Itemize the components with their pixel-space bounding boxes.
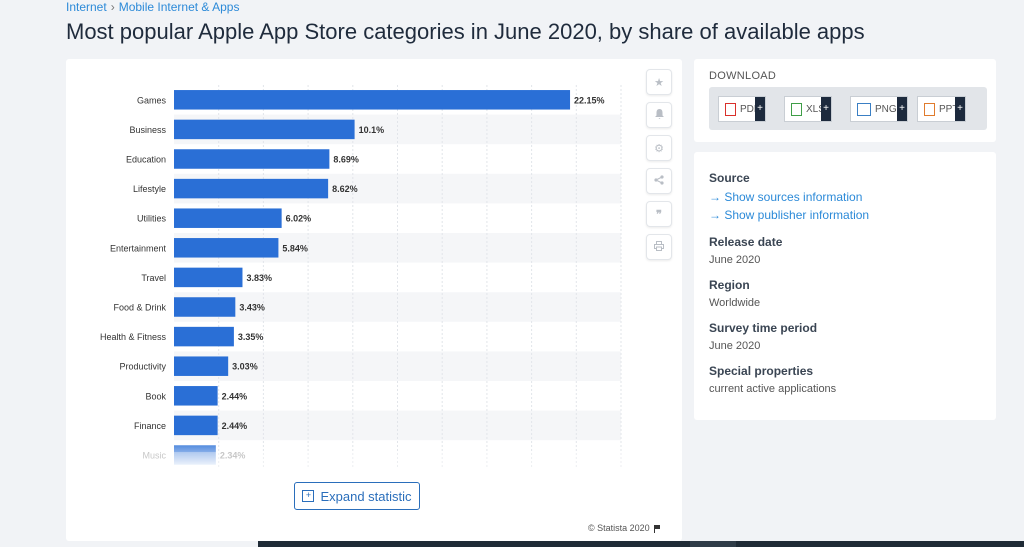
category-label: Productivity (119, 362, 166, 372)
print-icon (654, 240, 664, 254)
value-label: 2.34% (220, 451, 246, 461)
bar-chart: Games 22.15% Business 10.1% Education 8.69% Li… (66, 85, 646, 469)
value-label: 3.35% (238, 332, 264, 342)
notification-button[interactable] (646, 102, 672, 128)
value-label: 2.44% (222, 391, 248, 401)
category-label: Finance (134, 421, 166, 431)
region-value: Worldwide (709, 297, 761, 309)
category-label: Health & Fitness (100, 332, 167, 342)
plus-icon: + (821, 97, 831, 121)
value-label: 3.43% (239, 303, 265, 313)
bar (174, 326, 234, 347)
expand-statistic-label: Expand statistic (320, 488, 412, 504)
breadcrumb-item-mobile-internet-apps[interactable]: Mobile Internet & Apps (118, 0, 240, 14)
breadcrumb: Internet › Mobile Internet & Apps (66, 0, 239, 14)
plus-icon: + (897, 97, 907, 121)
bar (174, 386, 218, 406)
bottom-bar-segment (690, 541, 736, 547)
category-label: Utilities (137, 214, 167, 224)
value-label: 6.02% (286, 214, 312, 224)
category-label: Business (129, 125, 166, 135)
value-label: 8.62% (332, 184, 358, 194)
show-sources-link[interactable]: → Show sources information (709, 190, 863, 204)
category-label: Food & Drink (113, 303, 166, 313)
category-label: Travel (141, 273, 166, 283)
bell-icon (654, 108, 664, 122)
share-button[interactable] (646, 168, 672, 194)
page-title: Most popular Apple App Store categories … (66, 19, 865, 44)
bottom-bar (258, 541, 1024, 547)
print-button[interactable] (646, 234, 672, 260)
download-buttons: PDF + XLS + PNG + PPT + (709, 87, 987, 130)
chart-tools: ★ ⚙ ❞ (646, 69, 672, 267)
bar (174, 90, 571, 110)
category-label: Games (137, 95, 167, 105)
gear-icon: ⚙ (654, 142, 664, 155)
source-heading: Source (709, 171, 750, 185)
bar (174, 208, 282, 228)
category-label: Entertainment (110, 243, 167, 253)
show-publisher-link[interactable]: → Show publisher information (709, 208, 870, 222)
release-date-value: June 2020 (709, 254, 761, 266)
plus-icon: + (755, 97, 765, 121)
bar (174, 356, 229, 376)
statistic-info-panel: Source → Show sources information → Show… (694, 152, 996, 420)
download-ppt-button[interactable]: PPT + (917, 96, 966, 122)
region-heading: Region (709, 278, 750, 292)
breadcrumb-item-internet[interactable]: Internet (66, 0, 107, 14)
survey-period-heading: Survey time period (709, 321, 818, 335)
download-xls-label: XLS (806, 103, 825, 115)
download-ppt-label: PPT (939, 103, 959, 115)
settings-button[interactable]: ⚙ (646, 135, 672, 161)
expand-statistic-button[interactable]: + Expand statistic (294, 482, 420, 510)
plus-icon: + (302, 490, 315, 502)
value-label: 22.15% (574, 95, 605, 105)
special-properties-value: current active applications (709, 383, 837, 395)
flag-icon[interactable] (654, 524, 661, 533)
value-label: 10.1% (359, 125, 385, 135)
value-label: 2.44% (222, 421, 248, 431)
quote-icon: ❞ (656, 208, 662, 221)
bar (174, 119, 355, 140)
ppt-file-icon (924, 102, 935, 116)
category-label: Music (142, 451, 166, 461)
category-label: Lifestyle (133, 184, 166, 194)
value-label: 3.83% (246, 273, 272, 283)
copyright: © Statista 2020 (588, 523, 661, 533)
download-png-label: PNG (875, 103, 897, 115)
bar (174, 178, 329, 199)
fade-overlay (66, 452, 646, 469)
plus-icon: + (955, 97, 965, 121)
star-icon: ★ (654, 76, 664, 89)
breadcrumb-separator: › (110, 0, 115, 14)
survey-period-value: June 2020 (709, 340, 761, 352)
pdf-file-icon (725, 102, 736, 116)
cite-button[interactable]: ❞ (646, 201, 672, 227)
bar (174, 297, 236, 317)
download-pdf-label: PDF (740, 103, 760, 115)
bar (174, 415, 218, 436)
download-pdf-button[interactable]: PDF + (718, 96, 766, 122)
bar (174, 149, 330, 169)
bar (174, 267, 243, 288)
bar (174, 445, 216, 465)
png-file-icon (857, 102, 871, 116)
bar (174, 238, 279, 258)
category-label: Book (145, 391, 166, 401)
download-panel: DOWNLOAD PDF + XLS + PNG + PPT + (694, 59, 996, 142)
copyright-text: © Statista 2020 (588, 523, 650, 533)
download-xls-button[interactable]: XLS + (784, 96, 832, 122)
xls-file-icon (791, 102, 802, 116)
special-properties-heading: Special properties (709, 364, 814, 378)
download-title: DOWNLOAD (709, 70, 777, 82)
value-label: 8.69% (333, 155, 359, 165)
release-date-heading: Release date (709, 235, 783, 249)
download-png-button[interactable]: PNG + (850, 96, 908, 122)
value-label: 5.84% (282, 243, 308, 253)
value-label: 3.03% (232, 362, 258, 372)
favorite-button[interactable]: ★ (646, 69, 672, 95)
chart-card: Games 22.15% Business 10.1% Education 8.69% Li… (66, 59, 682, 541)
category-label: Education (126, 155, 166, 165)
share-icon (654, 174, 664, 188)
